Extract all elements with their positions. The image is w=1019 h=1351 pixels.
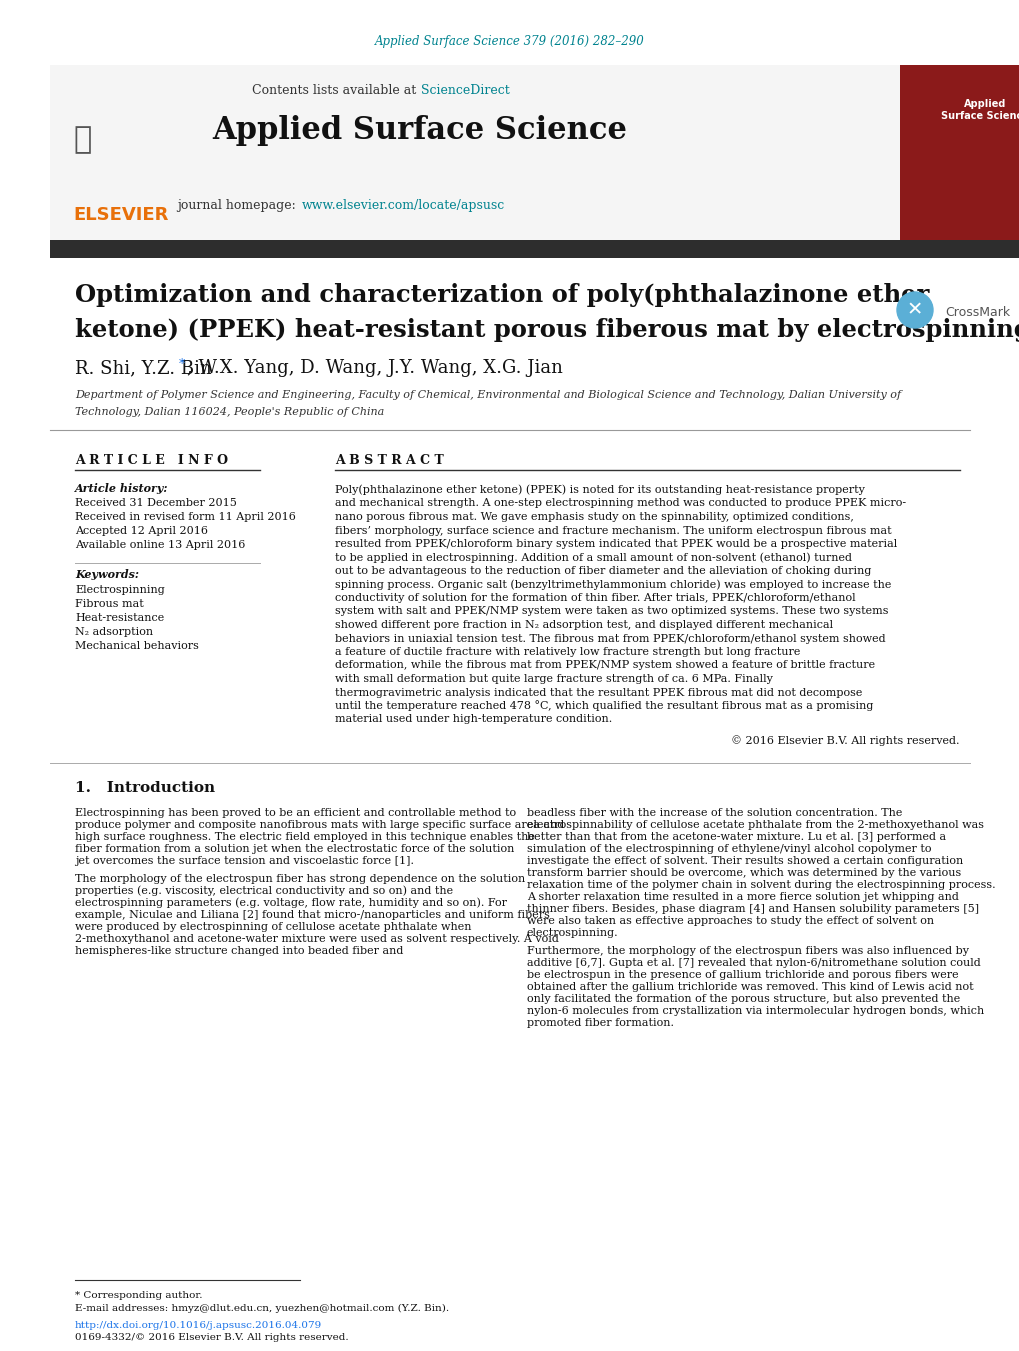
FancyBboxPatch shape <box>899 65 1019 240</box>
Text: investigate the effect of solvent. Their results showed a certain configuration: investigate the effect of solvent. Their… <box>527 857 962 866</box>
Text: 2-methoxythanol and acetone-water mixture were used as solvent respectively. A v: 2-methoxythanol and acetone-water mixtur… <box>75 934 558 944</box>
Text: nylon-6 molecules from crystallization via intermolecular hydrogen bonds, which: nylon-6 molecules from crystallization v… <box>527 1006 983 1016</box>
Text: until the temperature reached 478 °C, which qualified the resultant fibrous mat : until the temperature reached 478 °C, wh… <box>334 701 872 712</box>
Text: behaviors in uniaxial tension test. The fibrous mat from PPEK/chloroform/ethanol: behaviors in uniaxial tension test. The … <box>334 634 884 643</box>
Text: A shorter relaxation time resulted in a more fierce solution jet whipping and: A shorter relaxation time resulted in a … <box>527 892 958 902</box>
Text: E-mail addresses: hmyz@dlut.edu.cn, yuezhen@hotmail.com (Y.Z. Bin).: E-mail addresses: hmyz@dlut.edu.cn, yuez… <box>75 1304 448 1313</box>
Text: www.elsevier.com/locate/apsusc: www.elsevier.com/locate/apsusc <box>302 199 504 212</box>
Text: fiber formation from a solution jet when the electrostatic force of the solution: fiber formation from a solution jet when… <box>75 844 514 854</box>
Text: journal homepage:: journal homepage: <box>177 199 300 212</box>
Text: transform barrier should be overcome, which was determined by the various: transform barrier should be overcome, wh… <box>527 867 960 878</box>
Text: simulation of the electrospinning of ethylene/vinyl alcohol copolymer to: simulation of the electrospinning of eth… <box>527 844 930 854</box>
Text: *: * <box>178 358 185 370</box>
Text: http://dx.doi.org/10.1016/j.apsusc.2016.04.079: http://dx.doi.org/10.1016/j.apsusc.2016.… <box>75 1320 322 1329</box>
FancyBboxPatch shape <box>50 240 1019 258</box>
Text: Article history:: Article history: <box>75 482 168 493</box>
Text: hemispheres-like structure changed into beaded fiber and: hemispheres-like structure changed into … <box>75 946 403 957</box>
Text: promoted fiber formation.: promoted fiber formation. <box>527 1019 674 1028</box>
Text: spinning process. Organic salt (benzyltrimethylammonium chloride) was employed t: spinning process. Organic salt (benzyltr… <box>334 580 891 590</box>
FancyBboxPatch shape <box>50 65 969 240</box>
Text: showed different pore fraction in N₂ adsorption test, and displayed different me: showed different pore fraction in N₂ ads… <box>334 620 833 630</box>
Text: were also taken as effective approaches to study the effect of solvent on: were also taken as effective approaches … <box>527 916 933 925</box>
Text: obtained after the gallium trichloride was removed. This kind of Lewis acid not: obtained after the gallium trichloride w… <box>527 982 973 992</box>
Text: Received in revised form 11 April 2016: Received in revised form 11 April 2016 <box>75 512 296 521</box>
Text: additive [6,7]. Gupta et al. [7] revealed that nylon-6/nitromethane solution cou: additive [6,7]. Gupta et al. [7] reveale… <box>527 958 980 969</box>
Text: beadless fiber with the increase of the solution concentration. The: beadless fiber with the increase of the … <box>527 808 902 817</box>
Text: © 2016 Elsevier B.V. All rights reserved.: © 2016 Elsevier B.V. All rights reserved… <box>731 735 959 746</box>
Text: Applied
Surface Science: Applied Surface Science <box>941 99 1019 120</box>
Text: R. Shi, Y.Z. Bin: R. Shi, Y.Z. Bin <box>75 359 212 377</box>
Text: thinner fibers. Besides, phase diagram [4] and Hansen solubility parameters [5]: thinner fibers. Besides, phase diagram [… <box>527 904 978 915</box>
Text: system with salt and PPEK/NMP system were taken as two optimized systems. These : system with salt and PPEK/NMP system wer… <box>334 607 888 616</box>
Text: ✕: ✕ <box>906 300 922 319</box>
Text: A R T I C L E   I N F O: A R T I C L E I N F O <box>75 454 228 466</box>
Text: Electrospinning has been proved to be an efficient and controllable method to: Electrospinning has been proved to be an… <box>75 808 516 817</box>
Text: Contents lists available at: Contents lists available at <box>252 84 420 96</box>
Text: electrospinning parameters (e.g. voltage, flow rate, humidity and so on). For: electrospinning parameters (e.g. voltage… <box>75 897 506 908</box>
Text: Accepted 12 April 2016: Accepted 12 April 2016 <box>75 526 208 536</box>
Text: be electrospun in the presence of gallium trichloride and porous fibers were: be electrospun in the presence of galliu… <box>527 970 958 979</box>
Text: Heat-resistance: Heat-resistance <box>75 613 164 623</box>
Text: Keywords:: Keywords: <box>75 570 139 581</box>
Text: ELSEVIER: ELSEVIER <box>73 205 168 224</box>
Text: A B S T R A C T: A B S T R A C T <box>334 454 443 466</box>
FancyBboxPatch shape <box>50 65 195 240</box>
Text: Available online 13 April 2016: Available online 13 April 2016 <box>75 540 246 550</box>
Text: example, Niculae and Liliana [2] found that micro-/nanoparticles and uniform fib: example, Niculae and Liliana [2] found t… <box>75 911 549 920</box>
Text: relaxation time of the polymer chain in solvent during the electrospinning proce: relaxation time of the polymer chain in … <box>527 880 995 890</box>
Text: N₂ adsorption: N₂ adsorption <box>75 627 153 638</box>
Text: were produced by electrospinning of cellulose acetate phthalate when: were produced by electrospinning of cell… <box>75 921 471 932</box>
Text: and mechanical strength. A one-step electrospinning method was conducted to prod: and mechanical strength. A one-step elec… <box>334 499 905 508</box>
Text: produce polymer and composite nanofibrous mats with large specific surface area : produce polymer and composite nanofibrou… <box>75 820 564 830</box>
Text: deformation, while the fibrous mat from PPEK/NMP system showed a feature of brit: deformation, while the fibrous mat from … <box>334 661 874 670</box>
Text: Poly(phthalazinone ether ketone) (PPEK) is noted for its outstanding heat-resist: Poly(phthalazinone ether ketone) (PPEK) … <box>334 485 864 496</box>
Text: thermogravimetric analysis indicated that the resultant PPEK fibrous mat did not: thermogravimetric analysis indicated tha… <box>334 688 861 697</box>
Text: resulted from PPEK/chloroform binary system indicated that PPEK would be a prosp: resulted from PPEK/chloroform binary sys… <box>334 539 897 549</box>
Text: Department of Polymer Science and Engineering, Faculty of Chemical, Environmenta: Department of Polymer Science and Engine… <box>75 390 900 400</box>
Text: 🌳: 🌳 <box>73 126 91 154</box>
Text: 0169-4332/© 2016 Elsevier B.V. All rights reserved.: 0169-4332/© 2016 Elsevier B.V. All right… <box>75 1333 348 1343</box>
Text: electrospinning.: electrospinning. <box>527 928 618 938</box>
Text: CrossMark: CrossMark <box>944 305 1009 319</box>
Text: Furthermore, the morphology of the electrospun fibers was also influenced by: Furthermore, the morphology of the elect… <box>527 946 968 957</box>
Text: Electrospinning: Electrospinning <box>75 585 165 594</box>
Text: out to be advantageous to the reduction of fiber diameter and the alleviation of: out to be advantageous to the reduction … <box>334 566 870 576</box>
Text: Applied Surface Science 379 (2016) 282–290: Applied Surface Science 379 (2016) 282–2… <box>375 35 644 49</box>
Text: jet overcomes the surface tension and viscoelastic force [1].: jet overcomes the surface tension and vi… <box>75 857 414 866</box>
Text: Optimization and characterization of poly(phthalazinone ether: Optimization and characterization of pol… <box>75 282 928 307</box>
Text: ketone) (PPEK) heat-resistant porous fiberous mat by electrospinning: ketone) (PPEK) heat-resistant porous fib… <box>75 317 1019 342</box>
Text: electrospinnability of cellulose acetate phthalate from the 2-methoxyethanol was: electrospinnability of cellulose acetate… <box>527 820 983 830</box>
Text: fibers’ morphology, surface science and fracture mechanism. The uniform electros: fibers’ morphology, surface science and … <box>334 526 891 535</box>
Text: ScienceDirect: ScienceDirect <box>421 84 510 96</box>
Circle shape <box>896 292 932 328</box>
Text: nano porous fibrous mat. We gave emphasis study on the spinnability, optimized c: nano porous fibrous mat. We gave emphasi… <box>334 512 853 521</box>
Text: Technology, Dalian 116024, People's Republic of China: Technology, Dalian 116024, People's Repu… <box>75 407 384 417</box>
Text: Fibrous mat: Fibrous mat <box>75 598 144 609</box>
Text: a feature of ductile fracture with relatively low fracture strength but long fra: a feature of ductile fracture with relat… <box>334 647 800 657</box>
Text: Applied Surface Science: Applied Surface Science <box>212 115 627 146</box>
Text: Mechanical behaviors: Mechanical behaviors <box>75 640 199 651</box>
Text: material used under high-temperature condition.: material used under high-temperature con… <box>334 715 611 724</box>
Text: * Corresponding author.: * Corresponding author. <box>75 1290 203 1300</box>
Text: 1.   Introduction: 1. Introduction <box>75 781 215 794</box>
Text: to be applied in electrospinning. Addition of a small amount of non-solvent (eth: to be applied in electrospinning. Additi… <box>334 553 851 563</box>
Text: properties (e.g. viscosity, electrical conductivity and so on) and the: properties (e.g. viscosity, electrical c… <box>75 886 452 896</box>
Text: Received 31 December 2015: Received 31 December 2015 <box>75 499 236 508</box>
Text: The morphology of the electrospun fiber has strong dependence on the solution: The morphology of the electrospun fiber … <box>75 874 525 884</box>
Text: conductivity of solution for the formation of thin fiber. After trials, PPEK/chl: conductivity of solution for the formati… <box>334 593 855 603</box>
Text: , W.X. Yang, D. Wang, J.Y. Wang, X.G. Jian: , W.X. Yang, D. Wang, J.Y. Wang, X.G. Ji… <box>186 359 562 377</box>
Text: only facilitated the formation of the porous structure, but also prevented the: only facilitated the formation of the po… <box>527 994 959 1004</box>
Text: with small deformation but quite large fracture strength of ca. 6 MPa. Finally: with small deformation but quite large f… <box>334 674 772 684</box>
Text: high surface roughness. The electric field employed in this technique enables th: high surface roughness. The electric fie… <box>75 832 534 842</box>
Text: better than that from the acetone-water mixture. Lu et al. [3] performed a: better than that from the acetone-water … <box>527 832 946 842</box>
